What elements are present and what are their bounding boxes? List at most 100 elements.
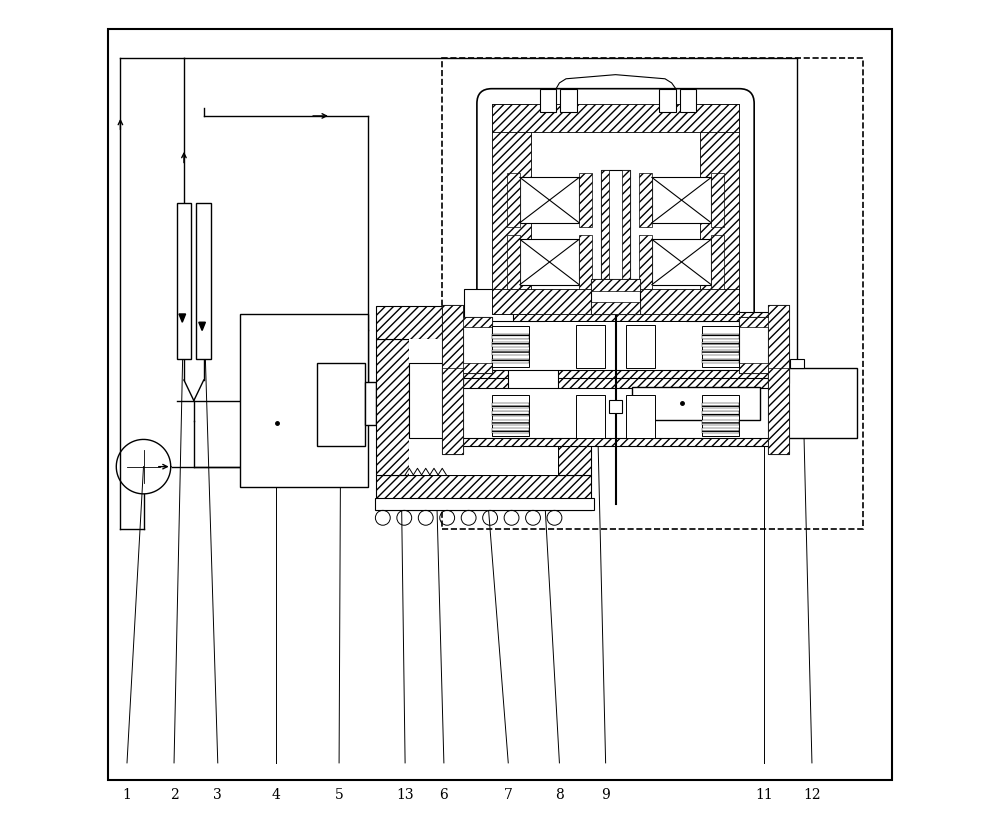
Bar [609, 400, 622, 414]
Bar [639, 174, 652, 227]
Bar [576, 325, 605, 368]
Bar [702, 351, 739, 356]
Bar [702, 395, 739, 437]
Bar [376, 306, 591, 339]
Bar [579, 236, 592, 289]
Bar [376, 476, 591, 504]
Bar [702, 420, 739, 425]
Bar [702, 334, 739, 339]
Bar [464, 290, 513, 339]
Bar [601, 170, 630, 282]
Bar [768, 368, 789, 455]
Bar [639, 236, 652, 289]
Text: 13: 13 [396, 787, 414, 801]
Bar [739, 318, 785, 374]
Bar [739, 364, 785, 374]
Bar [492, 412, 529, 417]
Bar [177, 203, 191, 360]
Bar [492, 351, 529, 356]
Bar [576, 395, 605, 438]
Bar [601, 170, 609, 282]
Bar [711, 236, 724, 289]
Bar [442, 368, 463, 455]
Bar [739, 318, 785, 327]
Text: 3: 3 [213, 787, 222, 801]
Bar [492, 395, 529, 437]
Bar [702, 342, 739, 347]
Bar [768, 305, 789, 384]
Bar [375, 499, 594, 511]
Bar [540, 89, 556, 112]
Bar [702, 359, 739, 364]
Text: 4: 4 [271, 787, 280, 801]
Bar [680, 89, 696, 112]
Bar [702, 326, 739, 367]
Bar [652, 240, 711, 285]
Bar [492, 428, 529, 433]
Bar [591, 280, 640, 291]
Text: 8: 8 [555, 787, 564, 801]
Bar [457, 389, 775, 438]
Bar [652, 178, 711, 223]
Polygon shape [199, 323, 205, 331]
Bar [446, 318, 492, 374]
Bar [492, 290, 739, 314]
Bar [591, 280, 640, 314]
Bar [626, 325, 655, 368]
Bar [492, 104, 531, 314]
Bar [508, 364, 558, 438]
Bar [702, 404, 739, 409]
Bar [626, 395, 655, 438]
Bar [492, 104, 739, 133]
Bar [520, 240, 579, 285]
Bar [520, 178, 579, 223]
Bar [768, 305, 789, 384]
Bar [622, 170, 630, 282]
Text: 7: 7 [504, 787, 513, 801]
Bar [545, 323, 686, 369]
FancyBboxPatch shape [477, 89, 754, 329]
Bar [446, 318, 492, 327]
Bar [492, 404, 529, 409]
Bar [492, 420, 529, 425]
Text: 9: 9 [601, 787, 610, 801]
Bar [702, 428, 739, 433]
Bar [507, 174, 520, 227]
Bar [240, 314, 368, 488]
Bar [700, 104, 739, 314]
Bar [768, 368, 789, 455]
Text: 2: 2 [170, 787, 178, 801]
Bar [442, 305, 463, 384]
Bar [457, 321, 775, 370]
Bar [442, 59, 863, 529]
Bar [492, 342, 529, 347]
Bar [376, 339, 409, 476]
Bar [711, 174, 724, 227]
Bar [446, 364, 492, 374]
Polygon shape [179, 314, 186, 323]
Bar [365, 383, 376, 426]
Bar [409, 364, 459, 438]
Bar [702, 412, 739, 417]
Bar [317, 364, 365, 447]
Bar [446, 379, 785, 447]
Bar [591, 303, 640, 314]
Text: 12: 12 [803, 787, 821, 801]
Text: 6: 6 [440, 787, 448, 801]
Text: 11: 11 [755, 787, 773, 801]
Text: 5: 5 [335, 787, 343, 801]
Bar [492, 359, 529, 364]
Bar [560, 89, 577, 112]
Bar [409, 339, 558, 476]
Bar [442, 368, 463, 455]
Bar [196, 203, 211, 360]
Bar [507, 236, 520, 289]
Bar [790, 360, 804, 368]
Bar [632, 387, 760, 420]
Bar [446, 313, 785, 380]
Bar [442, 305, 463, 384]
Bar [579, 174, 592, 227]
Bar [659, 89, 676, 112]
Text: 1: 1 [123, 787, 131, 801]
Bar [492, 334, 529, 339]
